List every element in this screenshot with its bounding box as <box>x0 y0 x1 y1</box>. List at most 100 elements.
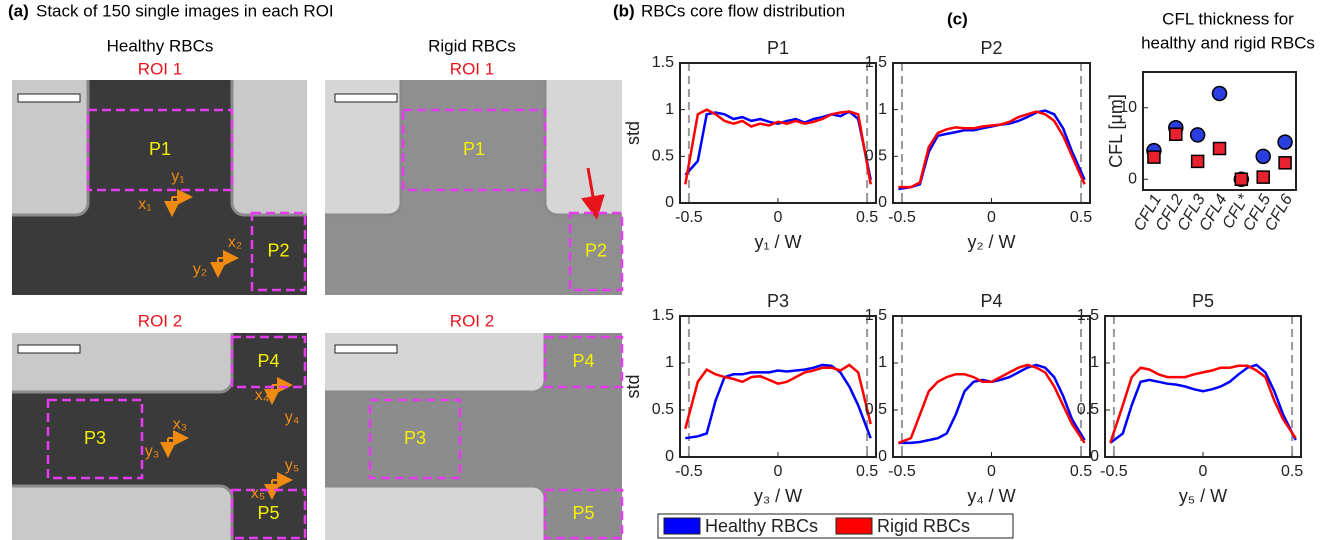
data-point <box>1190 154 1205 169</box>
x-tick-label: 0.5 <box>1070 463 1092 480</box>
x-tick-label: 0 <box>1199 463 1208 480</box>
axis-label: y₄ <box>285 409 300 426</box>
region-box <box>543 488 624 540</box>
axis-arrows <box>160 189 293 500</box>
region-box <box>230 488 307 540</box>
region-label: P5 <box>572 503 594 523</box>
axis-label: x₁ <box>138 196 151 213</box>
series-line <box>684 108 872 185</box>
panel-label: (a) <box>8 1 29 20</box>
series-line <box>898 110 1086 189</box>
y-axis-label: std <box>623 374 643 398</box>
x-axis-label: y₅ / W <box>1179 486 1227 506</box>
y-tick-label: 0 <box>665 194 674 211</box>
region-label: P2 <box>267 240 289 260</box>
chart-title: P4 <box>980 291 1002 311</box>
y-tick-label: 1.5 <box>652 54 674 71</box>
panel-label: (b) <box>613 1 635 20</box>
x-tick-label: 0 <box>774 209 783 226</box>
y-tick-label: 1.5 <box>1077 307 1099 324</box>
column-title: Healthy RBCs <box>107 36 214 55</box>
chart-title: healthy and rigid RBCs <box>1141 33 1315 52</box>
roi-label: ROI 2 <box>138 311 182 330</box>
series-line <box>1109 364 1297 444</box>
region-box <box>368 398 462 480</box>
y-tick-label: 1 <box>1090 354 1099 371</box>
micrograph <box>12 80 307 295</box>
region-box <box>543 335 624 389</box>
region-box <box>46 398 144 480</box>
micrograph <box>12 333 307 540</box>
y-tick-label: 1.5 <box>865 307 887 324</box>
y-axis-label: std <box>623 121 643 145</box>
y-tick-label: 0 <box>665 448 674 465</box>
y-tick-label: 1 <box>665 101 674 118</box>
y-tick-label: 1.5 <box>652 307 674 324</box>
axis-label: y₂ <box>193 261 207 278</box>
region-label: P3 <box>84 428 106 448</box>
data-point <box>1234 172 1249 187</box>
region-box <box>86 108 234 192</box>
plot-frame <box>892 62 1091 204</box>
region-label: P4 <box>572 351 594 371</box>
series-line <box>684 363 872 430</box>
chart-title: P2 <box>980 38 1002 58</box>
y-tick-label: 0 <box>1128 170 1137 187</box>
x-tick-label: -0.5 <box>888 209 916 226</box>
region-label: P4 <box>257 351 279 371</box>
data-point <box>1212 141 1227 156</box>
x-tick-label: -0.5 <box>675 463 703 480</box>
x-tick-label: 0.5 <box>1070 209 1092 226</box>
y-tick-label: 0 <box>1090 448 1099 465</box>
y-tick-label: 0.5 <box>652 401 674 418</box>
series-line <box>684 110 872 180</box>
y-tick-label: 0.5 <box>652 148 674 165</box>
region-box <box>230 335 307 389</box>
x-tick-label: 0.5 <box>1281 463 1303 480</box>
x-tick-label: 0 <box>987 209 996 226</box>
data-point <box>1211 85 1228 102</box>
plot-frame <box>1104 315 1302 458</box>
x-tick-label: 0.5 <box>856 209 878 226</box>
plot-frame <box>892 315 1091 458</box>
y-tick-label: 0.5 <box>865 401 887 418</box>
axis-label: x₅ <box>251 485 265 502</box>
region-box <box>568 211 624 292</box>
series-line <box>685 363 872 440</box>
data-point <box>1278 156 1292 170</box>
axis-label: x₃ <box>173 416 188 433</box>
y-tick-label: 1 <box>878 101 887 118</box>
y-tick-label: 10 <box>1119 99 1137 116</box>
series-line <box>898 109 1086 191</box>
x-tick-label: -0.5 <box>888 463 916 480</box>
panel-label: (c) <box>947 9 968 28</box>
region-label: P3 <box>404 428 426 448</box>
region-label: P1 <box>463 139 485 159</box>
y-tick-label: 0.5 <box>865 148 887 165</box>
chart-title: P3 <box>767 291 789 311</box>
y-tick-label: 1 <box>878 354 887 371</box>
chart-title: CFL thickness for <box>1162 9 1294 28</box>
x-axis-label: y₂ / W <box>968 232 1016 252</box>
plot-frame <box>1142 71 1297 191</box>
plot-frame <box>679 62 877 204</box>
roi-label: ROI 1 <box>138 59 182 78</box>
data-point <box>1256 170 1270 184</box>
region-box <box>401 108 547 192</box>
x-tick-label: 0 <box>987 463 996 480</box>
data-point <box>1255 148 1271 165</box>
axis-label: y₅ <box>285 457 299 474</box>
micrograph <box>325 333 622 540</box>
region-label: P5 <box>257 503 279 523</box>
data-point <box>1277 134 1293 150</box>
x-tick-label: -0.5 <box>675 209 703 226</box>
panel-title: Stack of 150 single images in each ROI <box>36 1 334 20</box>
data-point <box>1189 127 1206 143</box>
chart-title: P5 <box>1192 291 1214 311</box>
roi-label: ROI 2 <box>450 311 494 330</box>
y-axis-label: CFL [μm] <box>1106 94 1126 168</box>
chart-title: P1 <box>767 38 789 58</box>
series-line <box>1109 363 1297 444</box>
series-line <box>897 363 1086 445</box>
